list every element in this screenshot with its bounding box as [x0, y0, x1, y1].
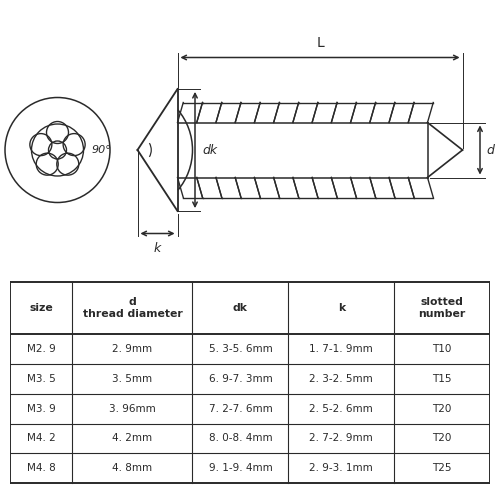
Text: M2. 9: M2. 9	[27, 344, 56, 354]
Text: 2. 9mm: 2. 9mm	[112, 344, 152, 354]
Text: 5. 3-5. 6mm: 5. 3-5. 6mm	[208, 344, 272, 354]
Text: k: k	[338, 303, 345, 313]
Text: dk: dk	[202, 144, 218, 156]
Text: 2. 5-2. 6mm: 2. 5-2. 6mm	[310, 404, 373, 413]
Text: 3. 5mm: 3. 5mm	[112, 374, 152, 384]
Text: 9. 1-9. 4mm: 9. 1-9. 4mm	[208, 463, 272, 473]
Text: T15: T15	[432, 374, 452, 384]
Text: M4. 2: M4. 2	[27, 434, 56, 444]
Text: 2. 3-2. 5mm: 2. 3-2. 5mm	[310, 374, 373, 384]
Text: T20: T20	[432, 434, 452, 444]
Text: 4. 2mm: 4. 2mm	[112, 434, 152, 444]
Text: size: size	[30, 303, 53, 313]
Text: 4. 8mm: 4. 8mm	[112, 463, 152, 473]
Text: 2. 9-3. 1mm: 2. 9-3. 1mm	[310, 463, 373, 473]
Text: d
thread diameter: d thread diameter	[82, 297, 182, 319]
Text: 90°: 90°	[92, 145, 112, 155]
Text: T20: T20	[432, 404, 452, 413]
Text: k: k	[154, 242, 161, 256]
Text: T25: T25	[432, 463, 452, 473]
Text: M4. 8: M4. 8	[27, 463, 56, 473]
Text: d: d	[486, 144, 494, 156]
Text: L: L	[316, 36, 324, 50]
Text: M3. 5: M3. 5	[27, 374, 56, 384]
Text: M3. 9: M3. 9	[27, 404, 56, 413]
Text: T10: T10	[432, 344, 452, 354]
Text: 8. 0-8. 4mm: 8. 0-8. 4mm	[208, 434, 272, 444]
Text: 7. 2-7. 6mm: 7. 2-7. 6mm	[208, 404, 272, 413]
Text: 6. 9-7. 3mm: 6. 9-7. 3mm	[208, 374, 272, 384]
Text: 2. 7-2. 9mm: 2. 7-2. 9mm	[310, 434, 373, 444]
Text: 1. 7-1. 9mm: 1. 7-1. 9mm	[310, 344, 373, 354]
Text: dk: dk	[233, 303, 248, 313]
Text: 3. 96mm: 3. 96mm	[109, 404, 156, 413]
Text: slotted
number: slotted number	[418, 297, 466, 319]
